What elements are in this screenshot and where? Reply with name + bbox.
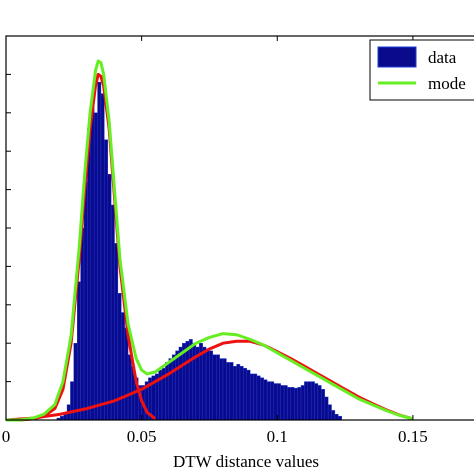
histogram-bar — [117, 293, 122, 421]
histogram-bar — [277, 383, 281, 421]
x-tick-label: 0.1 — [267, 427, 288, 446]
histogram-bar — [317, 385, 322, 421]
histogram-bar — [283, 385, 288, 421]
histogram-bar — [192, 343, 197, 421]
axis-ticks: 0 0.05 0.1 0.15 — [2, 36, 428, 446]
legend-swatch-data — [377, 46, 417, 68]
histogram-bar — [222, 358, 227, 421]
histogram-bar — [260, 377, 264, 421]
component-curve — [6, 72, 157, 422]
histogram-bar — [297, 387, 302, 421]
histogram-bar — [287, 387, 292, 421]
histogram-bar — [87, 127, 91, 421]
histogram-bar — [226, 362, 230, 421]
histogram-bar — [216, 354, 220, 421]
histogram-bar — [229, 362, 234, 421]
histogram-bar — [80, 227, 85, 421]
x-tick-label: 0 — [2, 427, 11, 446]
histogram-bar — [114, 243, 119, 421]
histogram-bar — [300, 385, 305, 421]
histogram-bar — [270, 381, 275, 421]
histogram-bar — [171, 354, 176, 421]
x-axis-label: DTW distance values — [173, 452, 319, 471]
histogram-bar — [107, 174, 112, 421]
histogram-bar — [280, 385, 285, 421]
histogram-bar — [70, 381, 75, 421]
legend: data mode — [369, 39, 474, 101]
histogram-bar — [327, 404, 332, 421]
histogram-bar — [249, 373, 254, 421]
histogram-bar — [202, 346, 207, 421]
histogram-bar — [73, 343, 78, 421]
histogram-bar — [104, 139, 108, 421]
histogram-bar — [331, 410, 336, 421]
histogram-bar — [121, 312, 125, 421]
histogram-bar — [209, 350, 214, 421]
histogram-bar — [310, 381, 315, 421]
legend-label-mode: mode — [428, 74, 466, 93]
histogram-bar — [324, 396, 329, 421]
histogram-bar — [294, 387, 298, 421]
histogram-bar — [188, 339, 193, 421]
curve-mode — [6, 59, 414, 422]
histogram-bar — [165, 362, 169, 421]
histogram-bar — [175, 350, 180, 421]
histogram-bar — [212, 354, 217, 421]
histogram-bar — [77, 281, 81, 421]
histogram-bar — [273, 383, 278, 421]
x-tick-label: 0.05 — [127, 427, 157, 446]
histogram-bar — [219, 358, 224, 421]
histogram-bar — [124, 327, 129, 421]
histogram-bar — [182, 343, 186, 421]
histogram-bar — [83, 181, 88, 421]
fit-curves — [5, 59, 414, 422]
histogram-bar — [263, 379, 268, 421]
histogram-bar — [256, 375, 261, 421]
histogram-bar — [321, 389, 325, 421]
histogram-bar — [290, 387, 295, 421]
histogram-bar — [232, 366, 237, 421]
histogram-bar — [239, 366, 244, 421]
legend-label-data: data — [428, 48, 457, 67]
histogram-bar — [185, 341, 190, 421]
histogram-bar — [168, 358, 173, 421]
histogram-bar — [205, 348, 210, 421]
histogram-bar — [110, 204, 115, 421]
histogram-bar — [178, 346, 183, 421]
histogram-bar — [90, 101, 95, 421]
histogram-bar — [253, 373, 258, 421]
histogram-bar — [334, 414, 339, 421]
histogram-bar — [127, 354, 132, 421]
histogram-bar — [314, 383, 319, 421]
histogram-bar — [304, 381, 308, 421]
histogram-bar — [100, 93, 105, 421]
histogram-bar — [97, 81, 102, 421]
histogram-bar — [243, 367, 247, 421]
histogram-bar — [266, 381, 271, 421]
histogram-bar — [246, 369, 251, 421]
histogram-bar — [236, 364, 241, 421]
x-tick-label: 0.15 — [398, 427, 428, 446]
histogram-bar — [93, 112, 98, 421]
histogram-bar — [307, 381, 312, 421]
